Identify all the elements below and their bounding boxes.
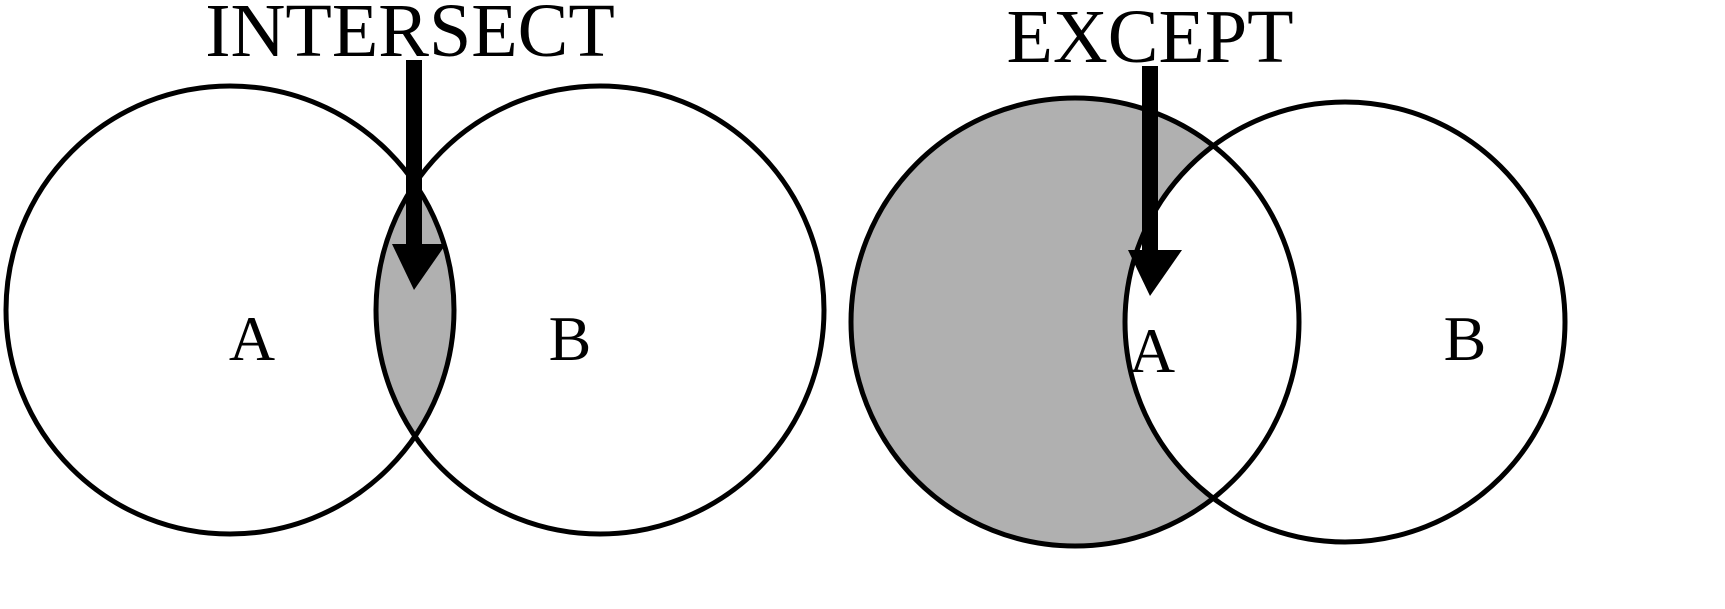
intersect-arrow (392, 60, 446, 290)
except-title: EXCEPT (1006, 0, 1293, 79)
intersect-diagram: INTERSECT A B (6, 0, 824, 534)
intersect-set-a-label: A (229, 303, 275, 374)
except-set-a-label: A (1129, 315, 1175, 386)
intersect-title: INTERSECT (205, 0, 615, 73)
except-set-b-label: B (1444, 303, 1487, 374)
except-diagram: EXCEPT A B (851, 0, 1565, 546)
intersect-set-b-label: B (549, 303, 592, 374)
